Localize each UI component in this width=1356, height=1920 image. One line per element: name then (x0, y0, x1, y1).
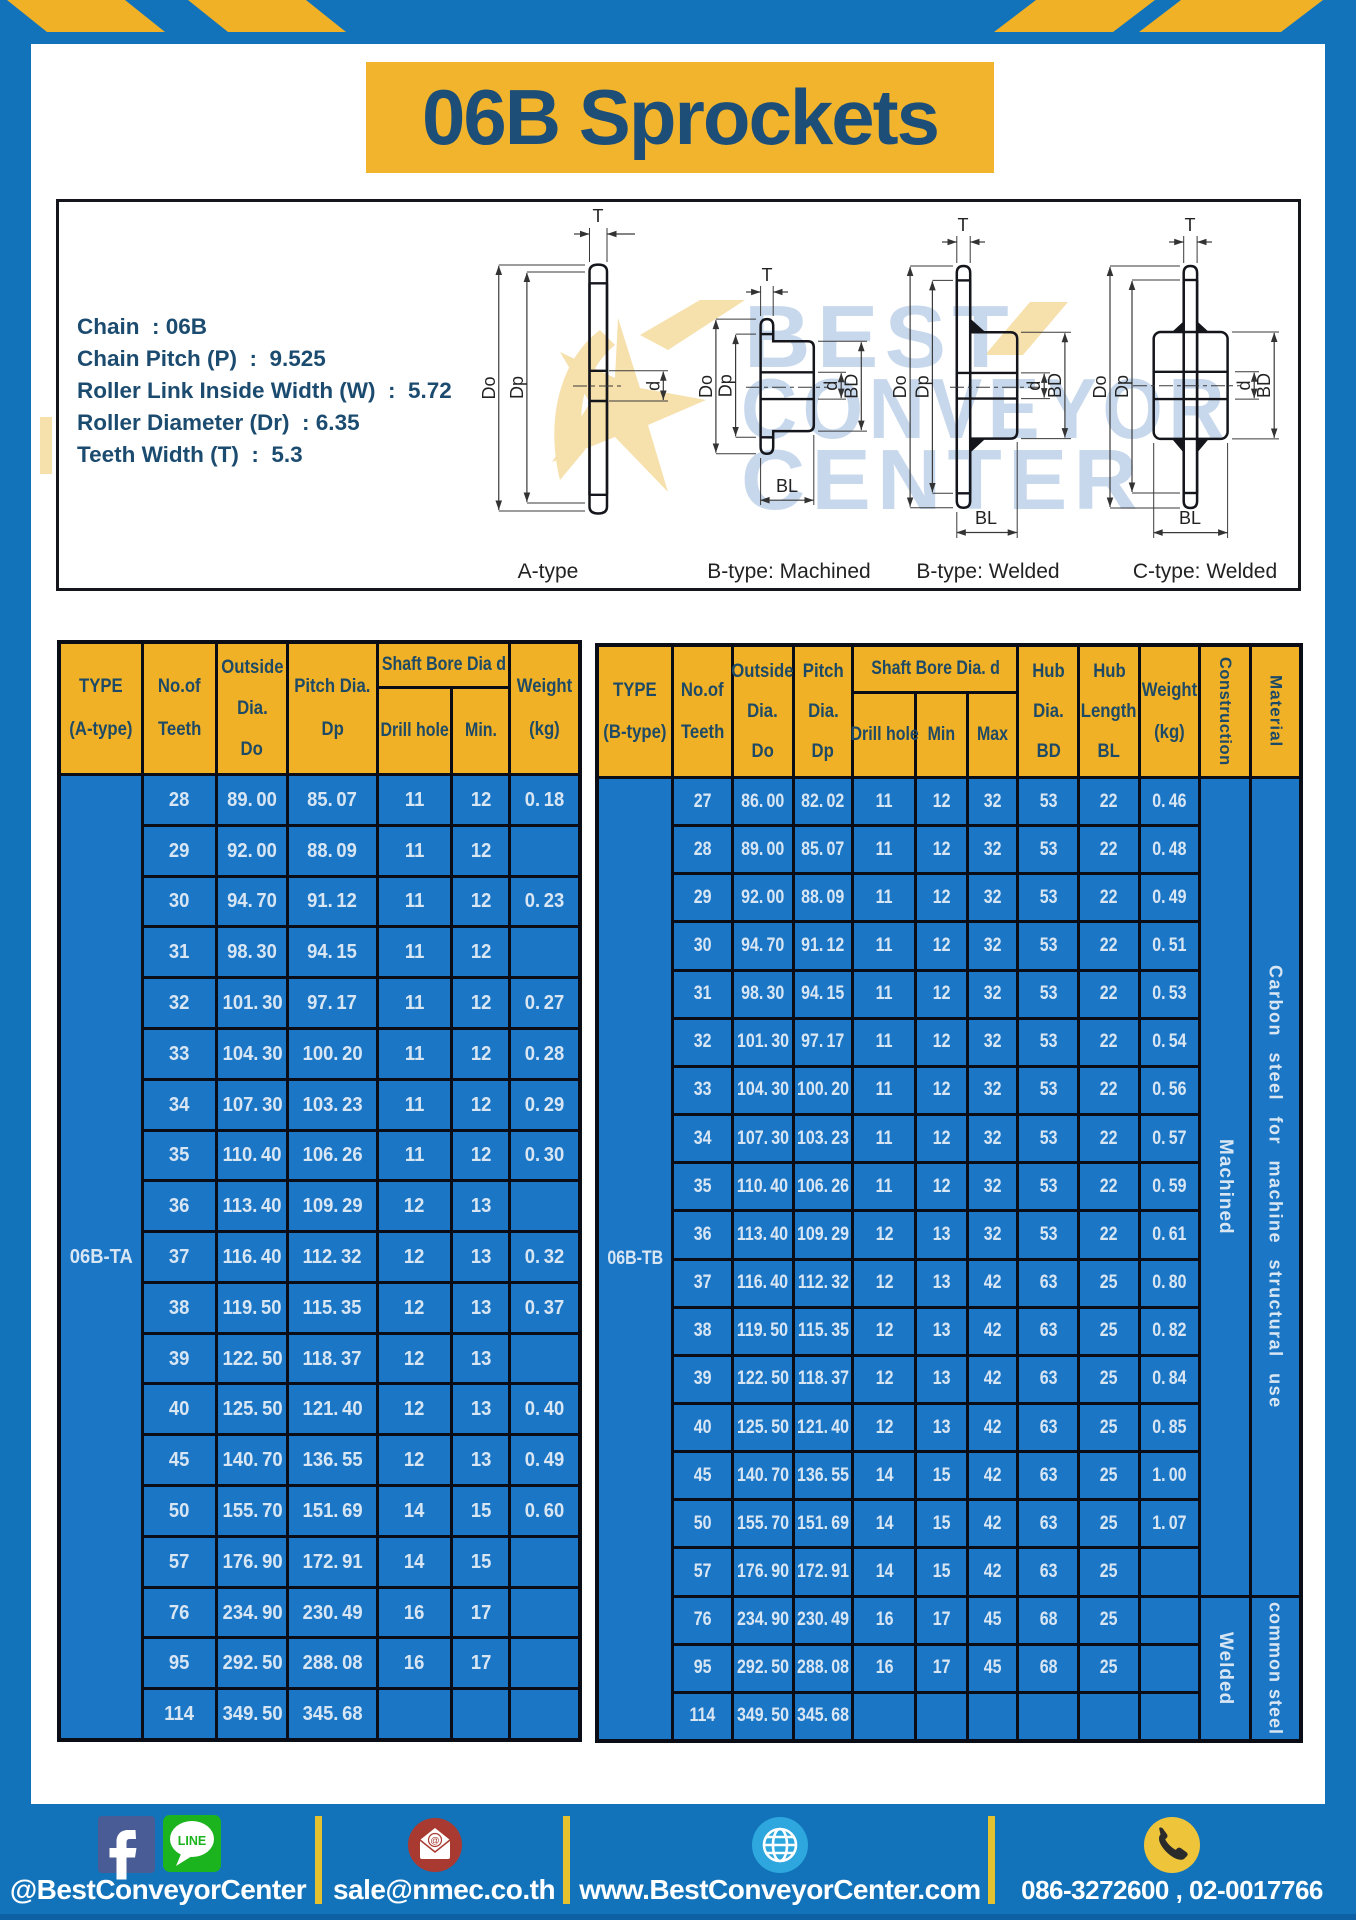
svg-text:Do: Do (479, 376, 499, 399)
svg-text:Chain Pitch (P) : 9.525: Chain Pitch (P) : 9.525 (77, 346, 326, 371)
svg-text:BL: BL (975, 508, 997, 528)
svg-text:BEST: BEST (744, 287, 1015, 386)
svg-text:Roller Link Inside Width (W): Roller Link Inside Width (W) : 5.72 (77, 378, 452, 403)
svg-text:Roller Diameter (Dr) : 6.35: Roller Diameter (Dr) : 6.35 (77, 410, 360, 435)
svg-text:Dp: Dp (716, 374, 736, 397)
svg-text:d: d (821, 381, 841, 391)
svg-text:Dp: Dp (507, 376, 527, 399)
svg-text:d: d (643, 381, 663, 391)
svg-text:@: @ (430, 1836, 439, 1846)
svg-text:T: T (1185, 215, 1196, 235)
svg-text:B-type: Welded: B-type: Welded (916, 560, 1059, 583)
svg-text:Dp: Dp (912, 375, 932, 398)
svg-text:d: d (1024, 381, 1044, 391)
svg-text:BD: BD (1254, 373, 1274, 398)
svg-text:Dp: Dp (1112, 375, 1132, 398)
svg-text:Do: Do (1090, 375, 1110, 398)
svg-text:LINE: LINE (178, 1834, 206, 1848)
svg-text:C-type: Welded: C-type: Welded (1133, 560, 1277, 583)
svg-text:Chain : 06B: Chain : 06B (77, 314, 207, 339)
svg-text:CENTER: CENTER (741, 433, 1144, 528)
svg-text:T: T (762, 265, 773, 285)
svg-text:BL: BL (1179, 508, 1201, 528)
svg-text:Teeth Width (T) : 5.3: Teeth Width (T) : 5.3 (77, 442, 303, 467)
svg-text:BD: BD (841, 374, 861, 399)
svg-text:Do: Do (890, 375, 910, 398)
svg-text:T: T (593, 206, 604, 226)
svg-text:BL: BL (776, 476, 798, 496)
svg-text:d: d (1234, 380, 1254, 390)
svg-text:T: T (958, 215, 969, 235)
svg-text:A-type: A-type (518, 560, 579, 583)
svg-text:Do: Do (696, 375, 716, 398)
svg-text:B-type: Machined: B-type: Machined (707, 560, 870, 583)
svg-text:BD: BD (1045, 373, 1065, 398)
